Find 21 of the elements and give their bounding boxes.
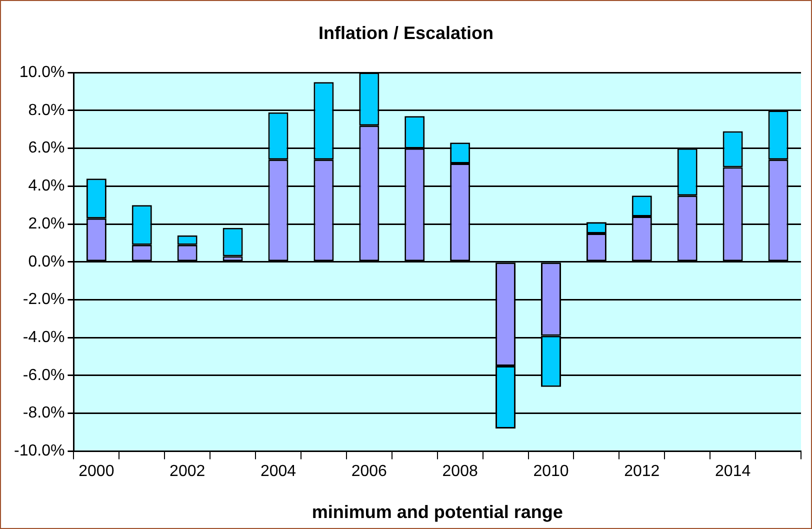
- y-tick-label: 8.0%: [28, 102, 65, 119]
- x-tick-label: 2008: [442, 463, 478, 480]
- x-tick-label: 2000: [78, 463, 114, 480]
- y-tick-label: 4.0%: [28, 178, 65, 195]
- y-tick-label: -10.0%: [14, 442, 65, 460]
- y-tick-label: 2.0%: [28, 215, 65, 232]
- y-tick-label: 6.0%: [28, 140, 65, 157]
- x-tick-label: 2002: [170, 463, 206, 480]
- x-tick-label: 2010: [533, 463, 569, 480]
- y-tick-label: -6.0%: [22, 366, 65, 384]
- y-tick-label: 0.0%: [28, 253, 65, 270]
- x-tick-label: 2004: [260, 463, 296, 480]
- x-axis-title: minimum and potential range: [312, 502, 563, 522]
- x-tick-label: 2014: [715, 463, 751, 480]
- x-tick-label: 2006: [351, 463, 388, 480]
- y-tick-label: 10.0%: [19, 64, 65, 82]
- y-tick-label: -2.0%: [22, 291, 65, 308]
- x-tick-label: 2012: [624, 463, 660, 480]
- y-tick-label: -8.0%: [22, 404, 65, 422]
- y-tick-label: -4.0%: [22, 329, 65, 346]
- chart-title: Inflation / Escalation: [318, 22, 494, 43]
